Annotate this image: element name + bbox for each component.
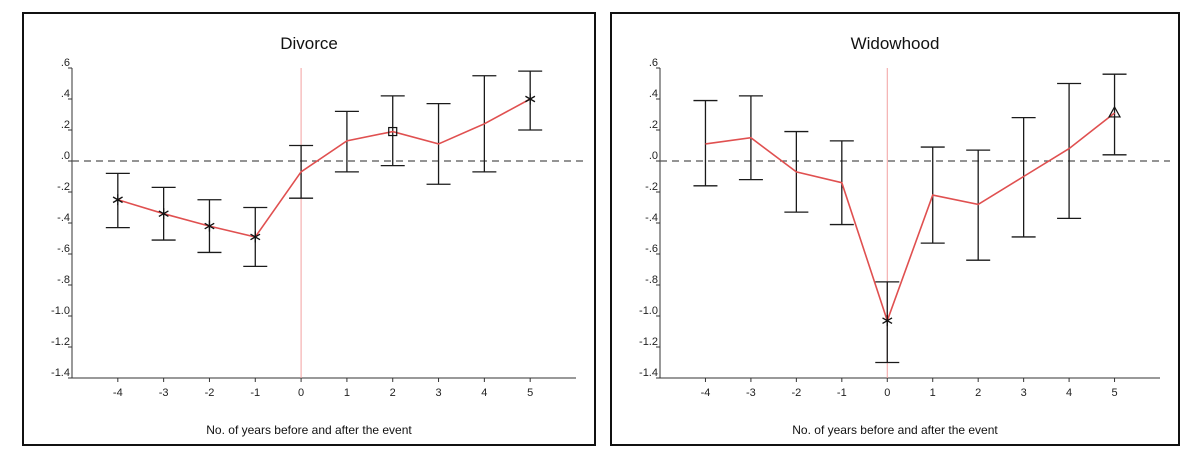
- x-tick-label: -1: [837, 387, 847, 399]
- data-point-star-marker: [250, 231, 261, 243]
- x-tick-label: 3: [435, 387, 441, 399]
- x-tick-label: 4: [1066, 387, 1072, 399]
- chart-title: Divorce: [280, 34, 338, 53]
- y-tick-label: .4: [649, 88, 658, 100]
- divorce-chart-plot: .6 .4 .2 .0 -.2 -.4 -.6 -.8 -1.0 -1.2 -1.4 -4 -3 -2 -1…: [51, 57, 586, 399]
- y-tick-label: -1.4: [639, 367, 658, 379]
- x-tick-label: -4: [113, 387, 123, 399]
- x-tick-label: 2: [975, 387, 981, 399]
- data-point-star-marker: [525, 93, 536, 105]
- y-tick-label: .0: [649, 150, 658, 162]
- x-tick-label: -1: [250, 387, 260, 399]
- data-point-star-marker: [158, 208, 169, 220]
- x-tick-label: -2: [205, 387, 215, 399]
- x-tick-label: 5: [1111, 387, 1117, 399]
- x-tick-label: 0: [298, 387, 304, 399]
- x-tick-label: 2: [390, 387, 396, 399]
- widowhood-chart-plot: .6 .4 .2 .0 -.2 -.4 -.6 -.8 -1.0 -1.2 -1.4 -4 -3 -2 -1…: [639, 57, 1170, 399]
- y-tick-label: -1.0: [51, 305, 70, 317]
- series-line: [705, 112, 1116, 324]
- x-tick-label: -3: [746, 387, 756, 399]
- y-tick-label: -1.2: [639, 336, 658, 348]
- y-tick-label: -.6: [57, 243, 70, 255]
- data-point-triangle-marker: [1108, 105, 1122, 118]
- y-tick-label: -.4: [57, 212, 70, 224]
- y-tick-label: .2: [649, 119, 658, 131]
- data-point-star-marker: [882, 315, 893, 327]
- x-axis-label: No. of years before and after the event: [206, 423, 412, 437]
- data-point-star-marker: [112, 194, 123, 206]
- y-tick-label: -.2: [57, 181, 70, 193]
- chart-title: Widowhood: [850, 34, 940, 53]
- y-tick-label: -.4: [645, 212, 658, 224]
- y-tick-label: -1.0: [639, 305, 658, 317]
- widowhood-chart-panel: Widowhood .6 .4 .2 .0 -.2 -.4 -.6 -.8 -1.0 -1.2 -1…: [610, 12, 1180, 446]
- y-tick-label: .4: [61, 88, 70, 100]
- y-tick-label: .6: [649, 57, 658, 69]
- x-tick-label: -4: [701, 387, 711, 399]
- divorce-chart-panel: Divorce .6 .4 .2 .0 -.2 -.4 -.6 -.8 -1.0 -1.2 -1.4…: [22, 12, 596, 446]
- x-tick-label: -3: [159, 387, 169, 399]
- y-tick-label: -.8: [645, 274, 658, 286]
- series-line: [117, 98, 531, 238]
- x-tick-label: 5: [527, 387, 533, 399]
- y-tick-label: -1.4: [51, 367, 70, 379]
- y-tick-label: -1.2: [51, 336, 70, 348]
- y-tick-label: -.8: [57, 274, 70, 286]
- x-tick-label: 4: [481, 387, 487, 399]
- data-point-star-marker: [204, 220, 215, 232]
- x-tick-label: 1: [344, 387, 350, 399]
- x-tick-label: 3: [1021, 387, 1027, 399]
- data-point-square-marker: [388, 126, 398, 137]
- y-tick-label: .6: [61, 57, 70, 69]
- x-tick-label: 1: [930, 387, 936, 399]
- x-tick-label: -2: [791, 387, 801, 399]
- x-tick-label: 0: [884, 387, 890, 399]
- y-tick-label: -.6: [645, 243, 658, 255]
- y-tick-label: .0: [61, 150, 70, 162]
- x-axis-label: No. of years before and after the event: [792, 423, 998, 437]
- y-tick-label: -.2: [645, 181, 658, 193]
- y-tick-label: .2: [61, 119, 70, 131]
